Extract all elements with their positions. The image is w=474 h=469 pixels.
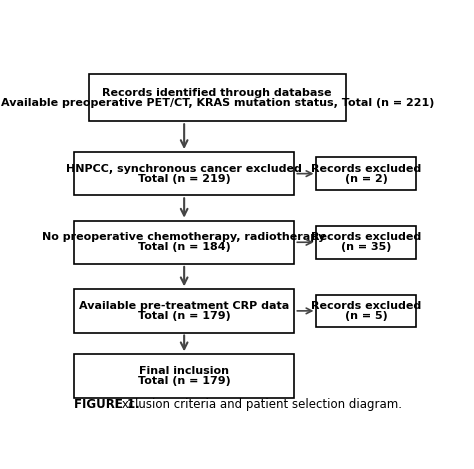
Text: Exclusion criteria and patient selection diagram.: Exclusion criteria and patient selection… [107, 398, 401, 411]
Bar [74, 220, 294, 264]
Text: Total (n = 179): Total (n = 179) [138, 311, 230, 321]
Text: Total (n = 179): Total (n = 179) [138, 376, 230, 386]
Text: FIGURE 1.: FIGURE 1. [74, 398, 140, 411]
Bar [74, 354, 294, 398]
Bar [316, 158, 416, 190]
Text: (n = 2): (n = 2) [345, 174, 387, 183]
Text: (n = 5): (n = 5) [345, 311, 387, 321]
Bar [74, 289, 294, 333]
Bar [74, 152, 294, 195]
Text: Records identified through database: Records identified through database [102, 88, 332, 98]
Text: Final inclusion: Final inclusion [139, 366, 229, 376]
Bar [89, 75, 346, 121]
Text: Total (n = 219): Total (n = 219) [138, 174, 230, 183]
Text: (n = 35): (n = 35) [341, 242, 391, 252]
Bar [316, 295, 416, 327]
Bar [316, 226, 416, 258]
Text: Records excluded: Records excluded [311, 164, 421, 174]
Text: No preoperative chemotherapy, radiotherapy: No preoperative chemotherapy, radiothera… [43, 232, 326, 242]
Text: Total (n = 184): Total (n = 184) [138, 242, 230, 252]
Text: Records excluded: Records excluded [311, 301, 421, 311]
Text: Available pre-treatment CRP data: Available pre-treatment CRP data [79, 301, 289, 311]
Text: Records excluded: Records excluded [311, 232, 421, 242]
Text: HNPCC, synchronous cancer excluded: HNPCC, synchronous cancer excluded [66, 164, 302, 174]
Text: Available preoperative PET/CT, KRAS mutation status, Total (n = 221): Available preoperative PET/CT, KRAS muta… [0, 98, 434, 108]
